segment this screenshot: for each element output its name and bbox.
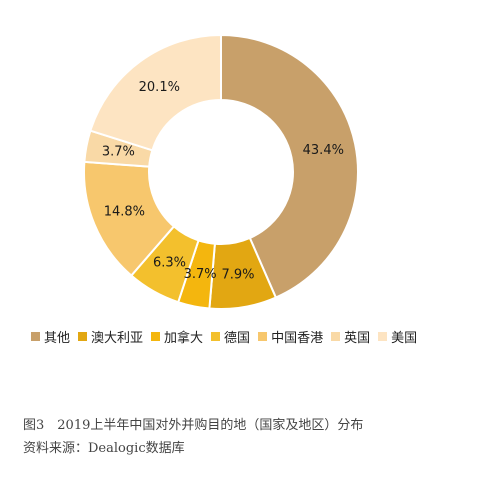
data-label-7: 20.1% xyxy=(139,80,180,95)
legend-item-3: 加拿大 xyxy=(151,327,203,346)
legend-swatch xyxy=(151,331,161,341)
donut-chart: 43.4%7.9%3.7%6.3%14.8%3.7%20.1% xyxy=(83,33,359,310)
legend-label: 澳大利亚 xyxy=(91,330,144,346)
figure-caption: 图3 2019上半年中国对外并购目的地（国家及地区）分布 xyxy=(23,418,364,433)
legend-item-1: 其他 xyxy=(31,327,70,346)
legend-label: 中国香港 xyxy=(271,330,324,346)
data-label-5: 14.8% xyxy=(104,204,145,219)
legend-swatch xyxy=(31,331,40,341)
legend-label: 美国 xyxy=(391,330,418,346)
data-label-3: 3.7% xyxy=(184,267,217,282)
data-labels: 43.4%7.9%3.7%6.3%14.8%3.7%20.1% xyxy=(102,80,344,282)
legend-swatch xyxy=(211,331,221,341)
legend-item-6: 英国 xyxy=(331,327,370,346)
data-label-1: 43.4% xyxy=(303,143,344,158)
legend-item-5: 中国香港 xyxy=(258,327,323,346)
legend-label: 其他 xyxy=(44,330,71,346)
legend-swatch xyxy=(378,331,388,341)
data-label-6: 3.7% xyxy=(102,145,135,160)
legend: 其他 澳大利亚 加拿大 德国 中国香港 英国 美国 xyxy=(31,326,471,346)
legend-label: 德国 xyxy=(224,330,251,346)
legend-label: 加拿大 xyxy=(164,330,204,346)
legend-swatch xyxy=(258,331,268,341)
data-label-2: 7.9% xyxy=(221,268,254,283)
slice-1 xyxy=(220,33,359,299)
legend-label: 英国 xyxy=(344,330,371,346)
legend-item-4: 德国 xyxy=(211,327,250,346)
legend-item-7: 美国 xyxy=(378,327,417,346)
legend-item-2: 澳大利亚 xyxy=(78,327,143,346)
data-label-4: 6.3% xyxy=(153,255,186,270)
donut-slices xyxy=(83,33,359,310)
slice-7 xyxy=(89,33,222,152)
source-note: 资料来源：Dealogic数据库 xyxy=(23,441,185,456)
legend-swatch xyxy=(331,331,341,341)
legend-swatch xyxy=(78,331,88,341)
